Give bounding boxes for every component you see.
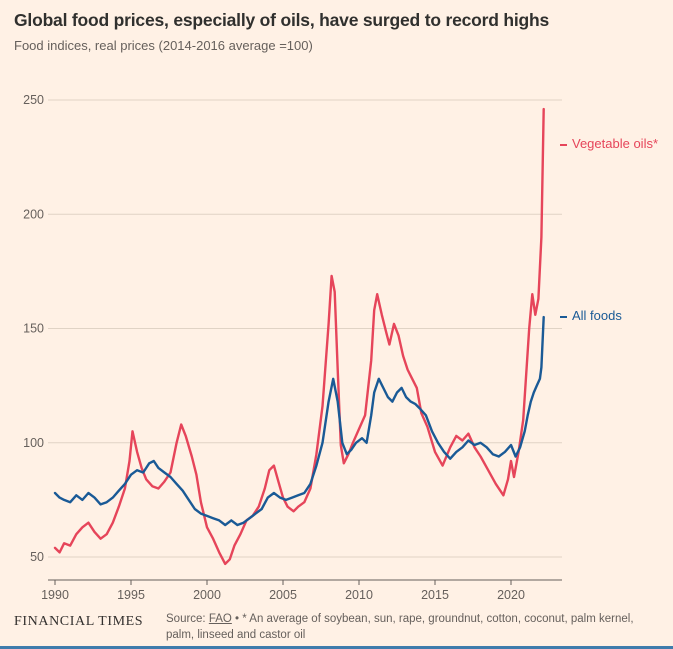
chart-footer: FINANCIAL TIMES Source: FAO • * An avera… <box>14 611 665 643</box>
x-tick-label-1990: 1990 <box>41 588 69 602</box>
x-tick-label-2000: 2000 <box>193 588 221 602</box>
ft-logo: FINANCIAL TIMES <box>14 614 144 629</box>
source-prefix: Source: <box>166 613 209 625</box>
page-title: Global food prices, especially of oils, … <box>14 10 550 30</box>
y-tick-label-50: 50 <box>30 550 44 564</box>
x-tick-label-2015: 2015 <box>421 588 449 602</box>
x-tick-label-2005: 2005 <box>269 588 297 602</box>
chart-area: 50 100 150 200 250 1990 1995 2000 2005 2010 2015 20… <box>0 60 673 610</box>
x-tick-label-1995: 1995 <box>117 588 145 602</box>
source-rest: • * An average of soybean, sun, rape, gr… <box>166 613 634 642</box>
source-note: Source: FAO • * An average of soybean, s… <box>166 611 652 643</box>
y-tick-label-200: 200 <box>23 207 44 221</box>
series-tick-all-foods <box>560 315 567 318</box>
price-line-chart: 50 100 150 200 250 1990 1995 2000 2005 2010 2015 20… <box>23 93 562 602</box>
series-line-all-foods <box>53 315 545 527</box>
x-tick-label-2020: 2020 <box>497 588 525 602</box>
series-tick-vegetable-oils <box>560 143 567 146</box>
series-line-vegetable-oils- <box>53 107 545 566</box>
bottom-rule <box>0 646 673 649</box>
series-label-all-foods: All foods <box>560 309 622 323</box>
series-label-all-foods-text: All foods <box>572 308 622 323</box>
y-tick-label-250: 250 <box>23 93 44 107</box>
series-label-vegetable-oils: Vegetable oils* <box>560 137 658 151</box>
series-label-vegetable-oils-text: Vegetable oils* <box>572 136 659 151</box>
chart-subtitle: Food indices, real prices (2014-2016 ave… <box>14 38 313 53</box>
x-tick-label-2010: 2010 <box>345 588 373 602</box>
y-tick-label-100: 100 <box>23 436 44 450</box>
y-tick-label-150: 150 <box>23 322 44 336</box>
source-link-fao[interactable]: FAO <box>208 613 232 625</box>
